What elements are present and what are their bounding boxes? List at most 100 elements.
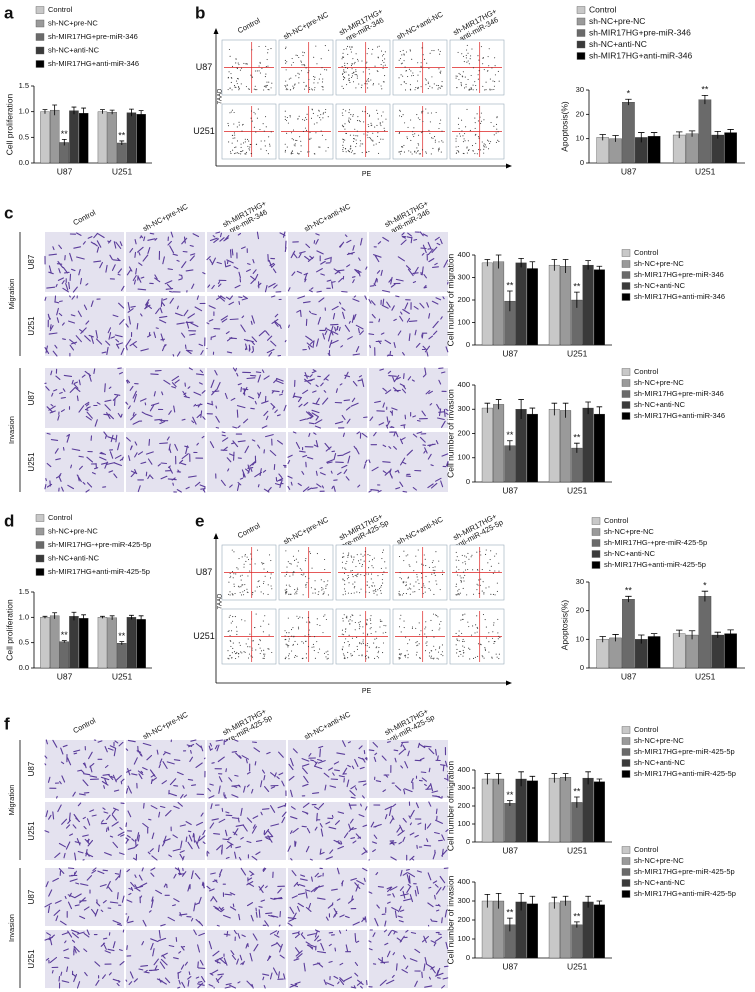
event-dot bbox=[238, 124, 240, 126]
event-dot bbox=[313, 646, 315, 648]
event-dot bbox=[484, 619, 486, 621]
event-dot bbox=[284, 59, 286, 62]
event-dot bbox=[423, 554, 425, 556]
event-dot bbox=[465, 57, 467, 59]
event-dot bbox=[439, 623, 441, 625]
event-dot bbox=[349, 81, 351, 83]
event-dot bbox=[312, 112, 314, 114]
event-dot bbox=[313, 82, 315, 84]
event-dot bbox=[304, 65, 306, 67]
event-dot bbox=[252, 640, 255, 642]
header-line: sh-NC+pre-NC bbox=[282, 515, 331, 547]
event-dot bbox=[409, 565, 411, 567]
event-dot bbox=[496, 656, 498, 658]
legend-label: sh-MIR17HG+anti-miR-425-5p bbox=[634, 889, 736, 898]
micrograph bbox=[369, 930, 448, 988]
event-dot bbox=[251, 656, 254, 658]
event-dot bbox=[322, 112, 325, 114]
event-dot bbox=[288, 655, 290, 657]
event-dot bbox=[370, 573, 373, 575]
event-dot bbox=[367, 137, 369, 139]
event-dot bbox=[385, 631, 387, 634]
error-bar bbox=[129, 108, 134, 117]
event-dot bbox=[380, 586, 382, 588]
event-dot bbox=[462, 640, 464, 643]
event-dot bbox=[232, 647, 234, 650]
header-line: Control bbox=[236, 521, 262, 540]
event-dot bbox=[460, 653, 462, 655]
event-dot bbox=[368, 560, 370, 562]
event-dot bbox=[286, 571, 288, 573]
event-dot bbox=[413, 585, 415, 587]
event-dot bbox=[372, 84, 374, 86]
event-dot bbox=[422, 583, 425, 585]
event-dot bbox=[378, 650, 380, 652]
event-dot bbox=[400, 63, 402, 65]
event-dot bbox=[327, 650, 329, 652]
event-dot bbox=[325, 587, 327, 589]
event-dot bbox=[265, 150, 267, 152]
event-dot bbox=[472, 84, 474, 86]
bar bbox=[560, 900, 572, 959]
event-dot bbox=[238, 89, 240, 91]
event-dot bbox=[362, 143, 364, 145]
event-dot bbox=[400, 631, 402, 633]
event-dot bbox=[420, 630, 422, 632]
event-dot bbox=[464, 555, 466, 557]
event-dot bbox=[424, 633, 426, 635]
event-dot bbox=[355, 53, 357, 55]
event-dot bbox=[288, 658, 290, 660]
event-dot bbox=[366, 622, 368, 624]
event-dot bbox=[355, 139, 357, 141]
event-dot bbox=[259, 72, 261, 74]
event-dot bbox=[385, 567, 387, 569]
event-dot bbox=[242, 123, 244, 126]
panel-label: e bbox=[195, 511, 204, 530]
event-dot bbox=[398, 590, 400, 592]
event-dot bbox=[264, 76, 266, 78]
event-dot bbox=[313, 56, 315, 58]
event-dot bbox=[302, 51, 304, 53]
legend-label: sh-MIR17HG-+pre-miR-425-5p bbox=[604, 538, 707, 547]
legend-swatch bbox=[621, 271, 631, 279]
event-dot bbox=[421, 149, 424, 151]
event-dot bbox=[497, 70, 499, 73]
header-line: Control bbox=[71, 208, 97, 227]
event-dot bbox=[432, 137, 434, 139]
event-dot bbox=[403, 627, 405, 629]
event-dot bbox=[228, 658, 230, 660]
event-dot bbox=[305, 67, 307, 69]
event-dot bbox=[428, 566, 430, 568]
error-bar bbox=[688, 130, 696, 137]
event-dot bbox=[264, 140, 266, 142]
event-dot bbox=[440, 119, 442, 121]
event-dot bbox=[292, 644, 294, 646]
event-dot bbox=[419, 118, 421, 121]
event-dot bbox=[458, 559, 460, 561]
event-dot bbox=[341, 648, 343, 650]
event-dot bbox=[409, 593, 411, 595]
event-dot bbox=[238, 152, 240, 155]
event-dot bbox=[238, 121, 240, 123]
bar bbox=[69, 110, 79, 164]
legend-label: Control bbox=[589, 4, 617, 14]
stained-cells bbox=[368, 295, 449, 357]
error-bar bbox=[71, 106, 77, 115]
event-dot bbox=[351, 654, 354, 656]
event-dot bbox=[373, 592, 375, 594]
event-dot bbox=[382, 632, 384, 634]
error-bar bbox=[495, 893, 502, 909]
legend-label: Control bbox=[48, 5, 73, 14]
event-dot bbox=[420, 132, 422, 134]
event-dot bbox=[438, 148, 440, 151]
event-dot bbox=[233, 153, 236, 155]
event-dot bbox=[365, 62, 367, 64]
x-tick-label: U87 bbox=[502, 485, 518, 495]
event-dot bbox=[459, 135, 462, 137]
event-dot bbox=[405, 593, 407, 595]
event-dot bbox=[371, 585, 373, 587]
event-dot bbox=[285, 69, 287, 71]
event-dot bbox=[490, 121, 492, 124]
stained-cells bbox=[206, 295, 287, 357]
event-dot bbox=[310, 587, 312, 589]
